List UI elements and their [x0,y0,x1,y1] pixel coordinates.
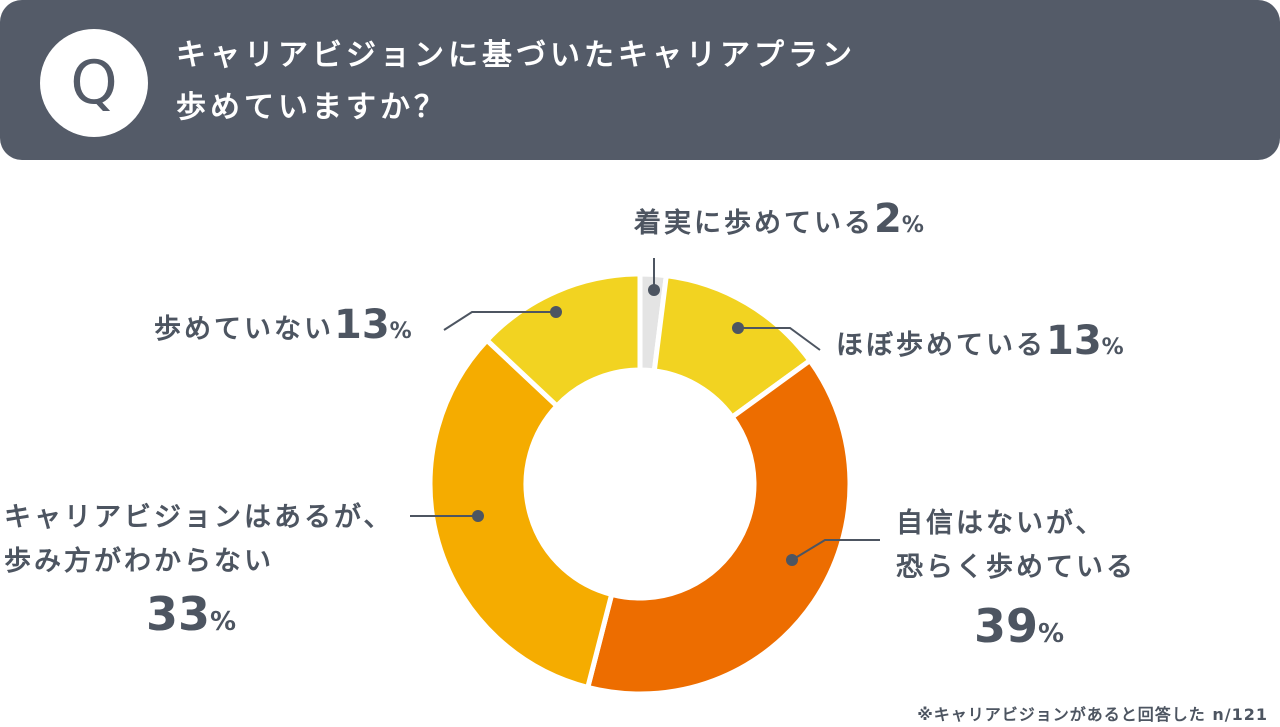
label-not: 歩めていない13% [154,302,412,348]
label-maybe: 自信はないが、 恐らく歩めている 39% [896,502,1136,673]
question-title-line1: キャリアビジョンに基づいたキャリアプラン [176,38,856,73]
label-vision-unknown-line2: 歩み方がわからない [4,546,274,577]
label-not-text: 歩めていない [154,314,334,345]
leader-mostly-line [738,327,821,351]
label-maybe-line2: 恐らく歩めている [896,552,1136,583]
label-maybe-value: 39 [974,599,1039,653]
leader-not-dot [550,306,562,318]
slice-maybe [584,357,853,697]
question-title: キャリアビジョンに基づいたキャリアプラン 歩めていますか？ [176,30,1236,134]
label-vision-unknown-unit: % [210,607,237,637]
label-not-unit: % [389,319,412,344]
label-mostly: ほぼ歩めている13% [836,318,1124,364]
leader-vision-unknown-dot [472,510,484,522]
slice-not [483,271,643,410]
question-title-line2: 歩めていますか？ [176,90,448,125]
label-steady-unit: % [901,213,924,238]
leader-maybe [786,539,880,566]
label-maybe-unit: % [1038,619,1065,649]
label-steady-value: 2 [874,196,902,242]
label-maybe-line1: 自信はないが、 [896,508,1106,539]
leader-not [443,306,562,331]
label-steady: 着実に歩めている2% [634,196,924,242]
leader-not-line [443,311,556,331]
leader-mostly-dot [732,322,744,334]
leader-maybe-dot [786,554,798,566]
leader-mostly [732,322,821,351]
label-mostly-unit: % [1101,335,1124,360]
slice-vision-unknown [427,336,615,691]
label-vision-unknown-line1: キャリアビジョンはあるが、 [4,502,394,533]
label-not-value: 13 [334,302,390,348]
question-header: Q キャリアビジョンに基づいたキャリアプラン 歩めていますか？ [0,0,1280,160]
label-steady-text: 着実に歩めている [634,208,874,239]
leader-maybe-line [791,539,880,561]
leader-steady-dot [648,284,660,296]
sample-note: ※キャリアビジョンがあると回答した n/121 [917,705,1268,724]
label-vision-unknown-value: 33 [146,587,211,641]
leader-vision-unknown [410,510,484,522]
question-badge: Q [40,29,148,137]
label-mostly-text: ほぼ歩めている [836,330,1046,361]
label-mostly-value: 13 [1046,318,1102,364]
leader-steady [648,258,660,296]
label-vision-unknown: キャリアビジョンはあるが、 歩み方がわからない 33% [4,496,393,655]
